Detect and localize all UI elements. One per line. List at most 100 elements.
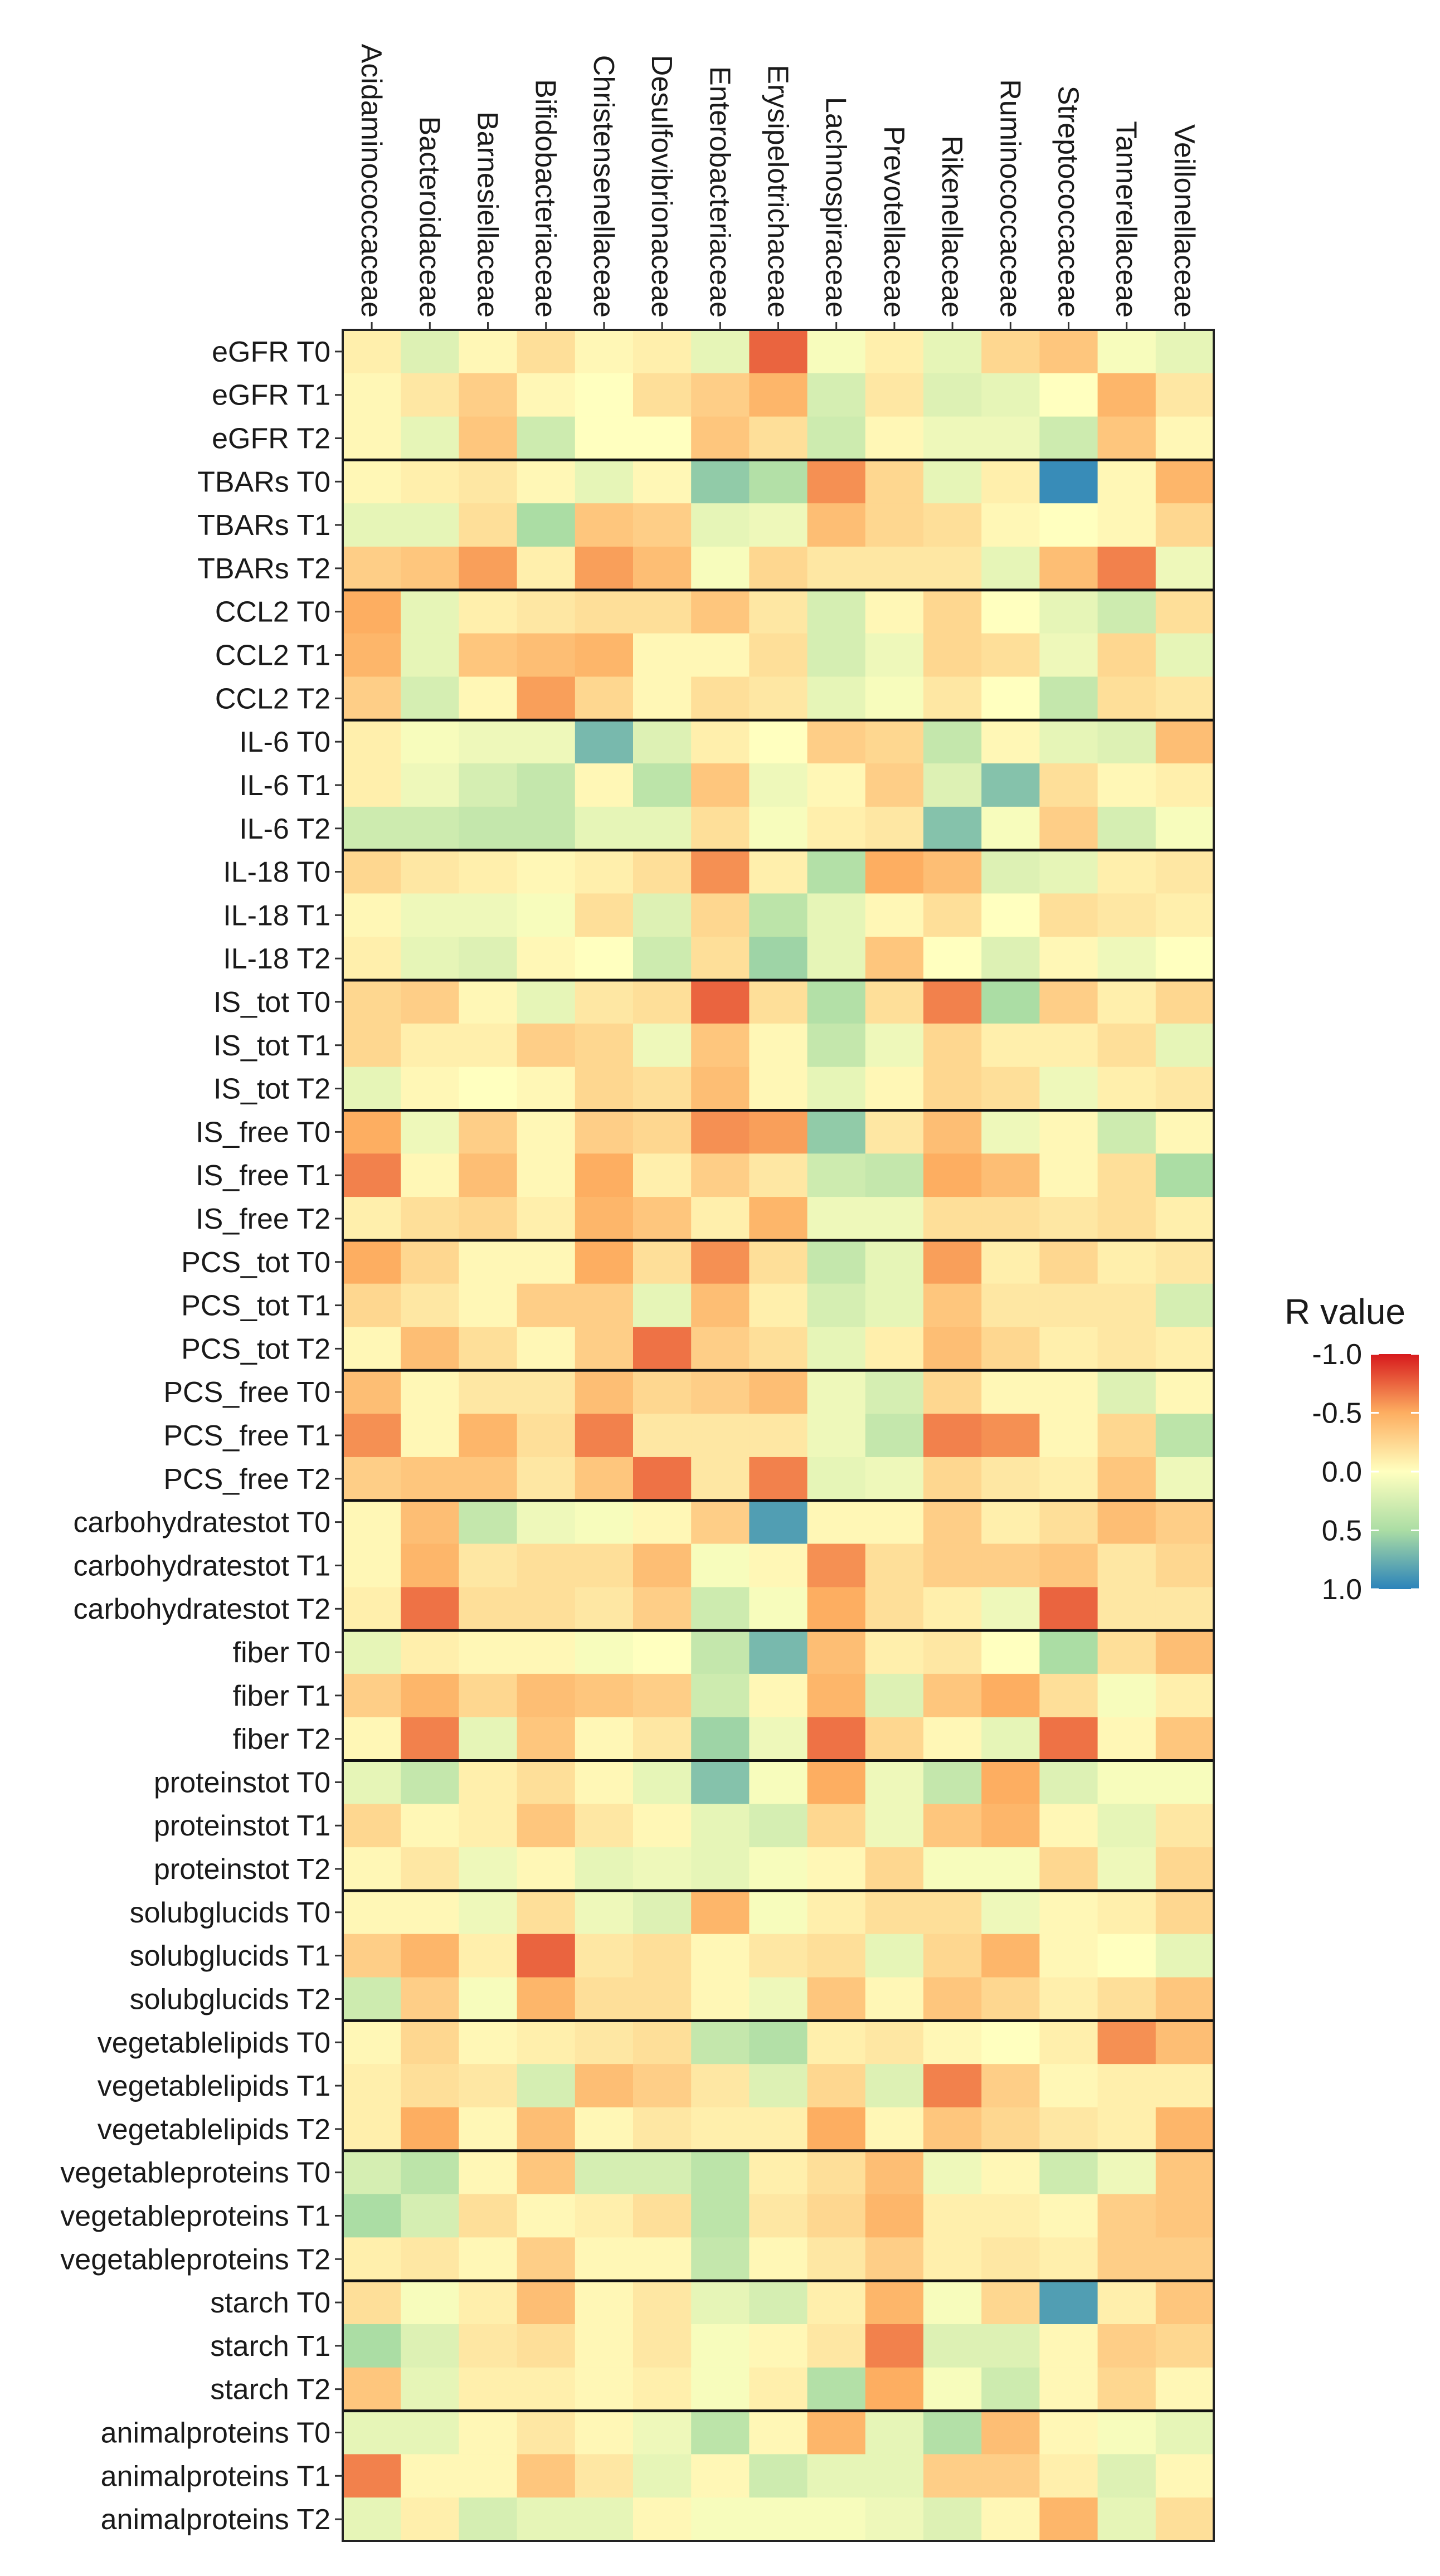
heatmap-cell [1155, 1197, 1214, 1241]
heatmap-cell [633, 1067, 692, 1111]
heatmap-cell [1039, 937, 1098, 981]
heatmap-cell [459, 330, 518, 374]
heatmap-cell [1097, 893, 1156, 937]
heatmap-cell [1097, 1934, 1156, 1978]
heatmap-cell [1097, 416, 1156, 461]
column-label: Tannerellaceae [1110, 121, 1142, 318]
heatmap-cell [749, 1934, 808, 1978]
heatmap-cell [691, 1543, 750, 1588]
heatmap-cell [1155, 2497, 1214, 2541]
heatmap-cell [981, 1804, 1040, 1848]
heatmap-cell [807, 2064, 866, 2108]
heatmap-cell [401, 1673, 459, 1718]
heatmap-cell [459, 1934, 518, 1978]
heatmap-cell [575, 1717, 634, 1761]
heatmap-cell [981, 1023, 1040, 1068]
heatmap-cell [981, 1500, 1040, 1545]
heatmap-cell [343, 633, 401, 678]
heatmap-cell [1155, 2324, 1214, 2368]
heatmap-cell [517, 503, 576, 547]
heatmap-cell [575, 1153, 634, 1197]
heatmap-cell [633, 850, 692, 894]
heatmap-cell [691, 937, 750, 981]
heatmap-cell [633, 937, 692, 981]
heatmap-cell [749, 1283, 808, 1328]
heatmap-cell [401, 416, 459, 461]
heatmap-cell [1155, 2237, 1214, 2281]
heatmap-cell [633, 590, 692, 634]
heatmap-cell [865, 1327, 924, 1371]
heatmap-cell [633, 893, 692, 937]
heatmap-cell [343, 1500, 401, 1545]
heatmap-cell [343, 806, 401, 851]
heatmap-cell [517, 633, 576, 678]
heatmap-cell [923, 2064, 982, 2108]
heatmap-cell [575, 720, 634, 764]
heatmap-cell [1039, 806, 1098, 851]
column-label: Ruminococcaceae [994, 79, 1026, 318]
heatmap-cell [633, 1110, 692, 1154]
heatmap-cell [401, 1717, 459, 1761]
heatmap-cell [691, 416, 750, 461]
heatmap-cell [633, 1327, 692, 1371]
heatmap-cell [633, 763, 692, 807]
heatmap-cell [981, 373, 1040, 417]
heatmap-cell [865, 893, 924, 937]
heatmap-cell [343, 1543, 401, 1588]
heatmap-cell [923, 676, 982, 720]
heatmap-cell [807, 676, 866, 720]
heatmap-cell [981, 2194, 1040, 2238]
row-label: IS_free T0 [196, 1116, 330, 1148]
heatmap-cell [401, 763, 459, 807]
row-labels: eGFR T0 eGFR T1 eGFR T2 TBARs T0 TBARs T1 TBA… [60, 336, 343, 2536]
heatmap-cell [401, 373, 459, 417]
heatmap-cell [517, 1587, 576, 1631]
heatmap-cell [749, 893, 808, 937]
heatmap-cell [459, 1500, 518, 1545]
heatmap-cell [981, 1110, 1040, 1154]
heatmap-cell [633, 503, 692, 547]
heatmap-cell [517, 2150, 576, 2195]
heatmap-cell [749, 1760, 808, 1804]
heatmap-cell [923, 1240, 982, 1284]
heatmap-cell [749, 633, 808, 678]
heatmap-cell [517, 676, 576, 720]
heatmap-cell [343, 2237, 401, 2281]
heatmap-cell [459, 1847, 518, 1891]
heatmap-cell [807, 330, 866, 374]
heatmap-cell [1039, 2281, 1098, 2325]
heatmap-cell [517, 2107, 576, 2151]
row-label: CCL2 T0 [215, 596, 330, 629]
heatmap-cell [1097, 1370, 1156, 1414]
heatmap-cell [575, 1023, 634, 1068]
heatmap-cell [691, 763, 750, 807]
heatmap-cell [865, 1240, 924, 1284]
heatmap-cell [1097, 980, 1156, 1024]
heatmap-cell [401, 1890, 459, 1935]
heatmap-cell [923, 1457, 982, 1501]
heatmap-cell [923, 1370, 982, 1414]
heatmap-cell [633, 1153, 692, 1197]
heatmap-cell [1039, 590, 1098, 634]
row-label: PCS_free T1 [163, 1420, 330, 1452]
heatmap-cell [459, 1110, 518, 1154]
heatmap-cell [923, 2020, 982, 2064]
heatmap-cell [807, 1283, 866, 1328]
row-label: solubglucids T0 [130, 1897, 330, 1929]
heatmap-cell [981, 937, 1040, 981]
row-label: IL-6 T1 [239, 770, 330, 802]
column-label: Enterobacteriaceae [703, 66, 736, 318]
column-label: Prevotellaceae [878, 126, 910, 318]
heatmap-cell [981, 1067, 1040, 1111]
heatmap-cell [691, 1153, 750, 1197]
heatmap-cell [1097, 460, 1156, 504]
heatmap-cell [981, 1197, 1040, 1241]
heatmap-cell [1039, 1630, 1098, 1674]
heatmap-cell [517, 1240, 576, 1284]
heatmap-cell [459, 1673, 518, 1718]
heatmap-cell [633, 2454, 692, 2498]
row-label: IL-6 T0 [239, 726, 330, 758]
heatmap-cell [1039, 850, 1098, 894]
heatmap-cell [401, 2020, 459, 2064]
heatmap-cell [865, 1153, 924, 1197]
